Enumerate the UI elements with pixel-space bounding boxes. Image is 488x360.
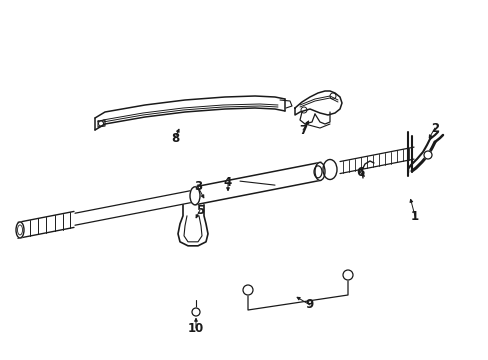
Circle shape bbox=[342, 270, 352, 280]
Text: 8: 8 bbox=[170, 131, 179, 144]
Text: 2: 2 bbox=[430, 122, 438, 135]
Ellipse shape bbox=[16, 222, 24, 238]
Ellipse shape bbox=[314, 162, 325, 180]
Circle shape bbox=[192, 308, 200, 316]
Text: 7: 7 bbox=[298, 123, 306, 136]
Text: 5: 5 bbox=[196, 203, 203, 216]
Ellipse shape bbox=[313, 166, 321, 178]
Text: 1: 1 bbox=[410, 210, 418, 222]
Ellipse shape bbox=[323, 159, 336, 180]
Text: 3: 3 bbox=[194, 180, 202, 194]
Circle shape bbox=[243, 285, 252, 295]
Text: 10: 10 bbox=[187, 321, 203, 334]
Text: 9: 9 bbox=[305, 298, 313, 311]
Text: 6: 6 bbox=[355, 166, 364, 179]
Circle shape bbox=[423, 151, 431, 159]
Text: 4: 4 bbox=[224, 176, 232, 189]
Ellipse shape bbox=[190, 187, 200, 205]
